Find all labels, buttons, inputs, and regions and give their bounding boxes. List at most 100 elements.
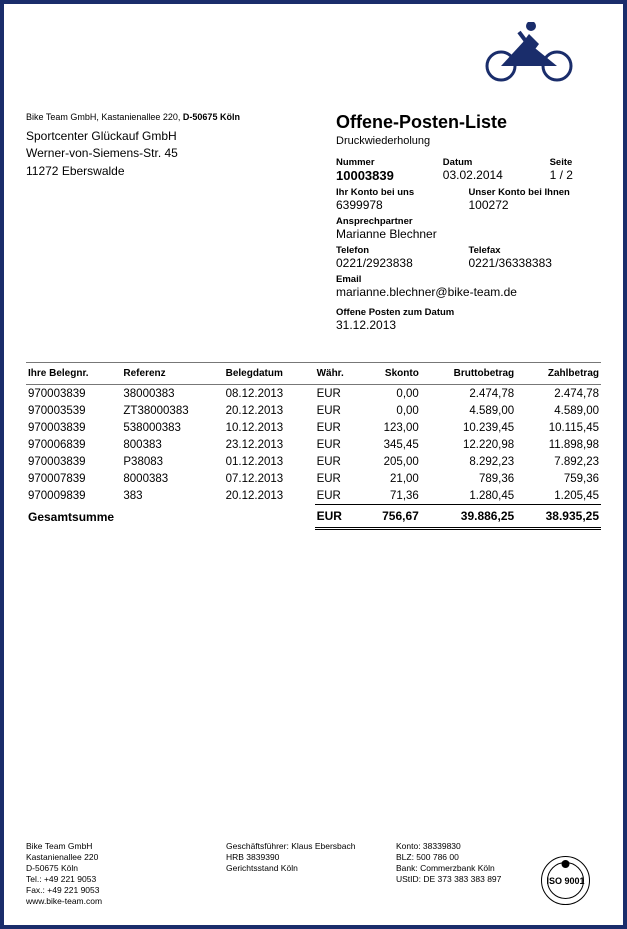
footer-tel: Tel.: +49 221 9053 — [26, 874, 226, 885]
label-telefon: Telefon — [336, 245, 469, 256]
value-konto-uns: 6399978 — [336, 198, 469, 212]
cell-belegnr: 970003839 — [26, 419, 121, 436]
cell-belegdatum: 08.12.2013 — [224, 385, 315, 403]
table-row: 970003539ZT3800038320.12.2013EUR0,004.58… — [26, 402, 601, 419]
cell-skonto: 71,36 — [361, 487, 421, 505]
footer-konto: Konto: 38339830 — [396, 841, 601, 852]
cell-zahl: 2.474,78 — [516, 385, 601, 403]
table-row: 970003839P3808301.12.2013EUR205,008.292,… — [26, 453, 601, 470]
table-row: 97000983938320.12.2013EUR71,361.280,451.… — [26, 487, 601, 505]
cell-skonto: 345,45 — [361, 436, 421, 453]
footer-fax: Fax.: +49 221 9053 — [26, 885, 226, 896]
cell-belegnr: 970007839 — [26, 470, 121, 487]
cell-belegnr: 970003839 — [26, 453, 121, 470]
recipient-block: Sportcenter Glückauf GmbH Werner-von-Sie… — [26, 128, 336, 180]
recipient-street: Werner-von-Siemens-Str. 45 — [26, 145, 336, 162]
cell-waehr: EUR — [315, 419, 361, 436]
iso-badge: ISO 9001 — [538, 853, 593, 911]
document-subtitle: Druckwiederholung — [336, 135, 601, 147]
cell-waehr: EUR — [315, 402, 361, 419]
cell-zahl: 10.115,45 — [516, 419, 601, 436]
cell-skonto: 0,00 — [361, 402, 421, 419]
cell-belegdatum: 20.12.2013 — [224, 487, 315, 505]
value-seite: 1 / 2 — [550, 168, 601, 183]
footer-hrb: HRB 3839390 — [226, 852, 396, 863]
cell-belegnr: 970009839 — [26, 487, 121, 505]
cell-brutto: 2.474,78 — [421, 385, 516, 403]
cell-zahl: 7.892,23 — [516, 453, 601, 470]
cell-belegdatum: 07.12.2013 — [224, 470, 315, 487]
th-zahl: Zahlbetrag — [516, 363, 601, 385]
cell-referenz: 8000383 — [121, 470, 223, 487]
value-email: marianne.blechner@bike-team.de — [336, 285, 601, 299]
cell-belegnr: 970006839 — [26, 436, 121, 453]
label-nummer: Nummer — [336, 157, 439, 168]
cell-brutto: 10.239,45 — [421, 419, 516, 436]
cell-referenz: ZT38000383 — [121, 402, 223, 419]
cell-zahl: 1.205,45 — [516, 487, 601, 505]
cell-brutto: 8.292,23 — [421, 453, 516, 470]
recipient-name: Sportcenter Glückauf GmbH — [26, 128, 336, 145]
table-row: 97000383953800038310.12.2013EUR123,0010.… — [26, 419, 601, 436]
label-ansprech: Ansprechpartner — [336, 216, 601, 227]
cell-waehr: EUR — [315, 470, 361, 487]
th-referenz: Referenz — [121, 363, 223, 385]
table-row: 9700038393800038308.12.2013EUR0,002.474,… — [26, 385, 601, 403]
value-telefax: 0221/36338383 — [469, 256, 602, 270]
cell-skonto: 205,00 — [361, 453, 421, 470]
cell-zahl: 11.898,98 — [516, 436, 601, 453]
value-datum: 03.02.2014 — [443, 168, 546, 183]
cell-referenz: 800383 — [121, 436, 223, 453]
label-email: Email — [336, 274, 601, 285]
footer-gericht: Gerichtsstand Köln — [226, 863, 396, 874]
cell-belegdatum: 20.12.2013 — [224, 402, 315, 419]
sum-skonto: 756,67 — [361, 505, 421, 529]
cell-brutto: 4.589,00 — [421, 402, 516, 419]
cell-waehr: EUR — [315, 487, 361, 505]
label-datum: Datum — [443, 157, 546, 168]
table-row: 970007839800038307.12.2013EUR21,00789,36… — [26, 470, 601, 487]
cell-zahl: 4.589,00 — [516, 402, 601, 419]
cell-belegdatum: 10.12.2013 — [224, 419, 315, 436]
th-brutto: Bruttobetrag — [421, 363, 516, 385]
table-row: 97000683980038323.12.2013EUR345,4512.220… — [26, 436, 601, 453]
cell-brutto: 12.220,98 — [421, 436, 516, 453]
cell-referenz: 38000383 — [121, 385, 223, 403]
cell-brutto: 1.280,45 — [421, 487, 516, 505]
th-waehr: Währ. — [315, 363, 361, 385]
cell-waehr: EUR — [315, 453, 361, 470]
footer-company: Bike Team GmbH — [26, 841, 226, 852]
value-telefon: 0221/2923838 — [336, 256, 469, 270]
value-konto-ihnen: 100272 — [469, 198, 602, 212]
th-belegnr: Ihre Belegnr. — [26, 363, 121, 385]
footer-city: D-50675 Köln — [26, 863, 226, 874]
svg-text:ISO 9001: ISO 9001 — [546, 876, 584, 886]
document-title: Offene-Posten-Liste — [336, 112, 601, 133]
cell-skonto: 21,00 — [361, 470, 421, 487]
label-konto-ihnen: Unser Konto bei Ihnen — [469, 187, 602, 198]
page-footer: Bike Team GmbH Kastanienallee 220 D-5067… — [26, 841, 601, 907]
label-telefax: Telefax — [469, 245, 602, 256]
sum-label: Gesamtsumme — [26, 505, 315, 529]
cell-belegdatum: 23.12.2013 — [224, 436, 315, 453]
cell-belegnr: 970003839 — [26, 385, 121, 403]
th-skonto: Skonto — [361, 363, 421, 385]
cell-skonto: 123,00 — [361, 419, 421, 436]
cell-referenz: 383 — [121, 487, 223, 505]
footer-gf: Geschäftsführer: Klaus Ebersbach — [226, 841, 396, 852]
cell-referenz: P38083 — [121, 453, 223, 470]
cell-referenz: 538000383 — [121, 419, 223, 436]
return-addr-prefix: Bike Team GmbH, Kastanienallee 220, — [26, 112, 183, 122]
cell-brutto: 789,36 — [421, 470, 516, 487]
return-addr-bold: D-50675 Köln — [183, 112, 240, 122]
label-seite: Seite — [550, 157, 601, 168]
cell-belegnr: 970003539 — [26, 402, 121, 419]
company-logo — [483, 22, 583, 85]
value-nummer: 10003839 — [336, 168, 439, 183]
cell-zahl: 759,36 — [516, 470, 601, 487]
cell-waehr: EUR — [315, 436, 361, 453]
value-offene-datum: 31.12.2013 — [336, 318, 601, 332]
label-konto-uns: Ihr Konto bei uns — [336, 187, 469, 198]
return-address: Bike Team GmbH, Kastanienallee 220, D-50… — [26, 112, 336, 122]
sum-waehr: EUR — [315, 505, 361, 529]
